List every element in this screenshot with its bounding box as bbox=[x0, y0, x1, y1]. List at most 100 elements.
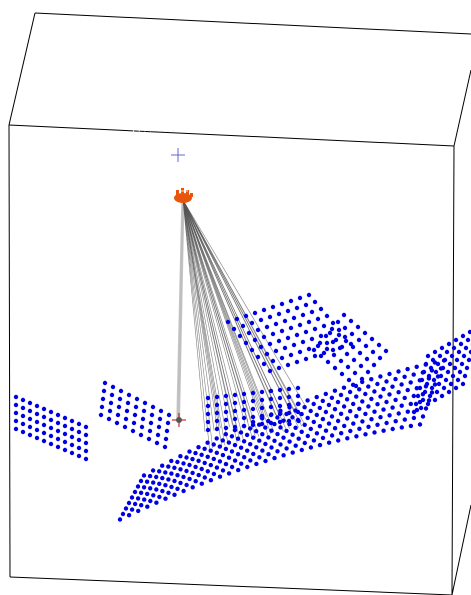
point bbox=[223, 446, 229, 452]
point bbox=[415, 393, 421, 399]
point bbox=[348, 428, 353, 434]
point bbox=[27, 416, 33, 422]
point bbox=[164, 428, 170, 434]
point bbox=[229, 434, 235, 439]
point bbox=[259, 397, 265, 403]
point bbox=[366, 424, 371, 429]
point bbox=[223, 401, 229, 407]
point bbox=[263, 458, 268, 464]
point bbox=[277, 403, 283, 409]
point bbox=[305, 398, 310, 403]
point bbox=[345, 364, 351, 370]
camera-cluster-icon bbox=[174, 188, 193, 203]
point bbox=[423, 406, 429, 411]
point bbox=[384, 379, 389, 384]
point bbox=[466, 357, 471, 363]
point bbox=[243, 313, 249, 319]
point bbox=[296, 436, 301, 441]
point bbox=[223, 409, 229, 415]
point bbox=[312, 299, 318, 305]
point bbox=[446, 389, 452, 395]
point bbox=[138, 490, 144, 495]
point bbox=[241, 415, 247, 421]
point bbox=[378, 415, 383, 420]
point bbox=[205, 395, 211, 401]
point bbox=[163, 496, 168, 501]
point bbox=[27, 400, 33, 406]
point bbox=[376, 342, 382, 348]
point bbox=[278, 442, 283, 447]
point bbox=[294, 332, 300, 338]
point bbox=[344, 397, 350, 402]
point bbox=[184, 468, 189, 474]
point bbox=[157, 469, 162, 474]
point bbox=[282, 318, 288, 324]
point bbox=[399, 403, 404, 408]
point bbox=[413, 401, 419, 407]
point bbox=[302, 422, 307, 427]
point bbox=[250, 419, 256, 425]
point bbox=[393, 397, 398, 403]
point bbox=[48, 417, 54, 423]
point bbox=[135, 484, 141, 489]
point bbox=[296, 418, 301, 424]
point bbox=[429, 368, 435, 373]
point bbox=[241, 423, 247, 429]
point bbox=[360, 419, 365, 424]
point bbox=[357, 350, 363, 356]
point bbox=[41, 430, 47, 436]
point bbox=[122, 424, 128, 430]
box-edge-right-bottom bbox=[451, 504, 471, 595]
point bbox=[205, 454, 210, 459]
point bbox=[330, 339, 336, 345]
point bbox=[267, 314, 273, 320]
point bbox=[261, 361, 267, 367]
point bbox=[255, 354, 261, 360]
point bbox=[453, 337, 459, 343]
point bbox=[190, 470, 195, 476]
point bbox=[120, 511, 126, 517]
point bbox=[338, 411, 344, 416]
point bbox=[208, 448, 213, 453]
point bbox=[375, 402, 380, 407]
ray bbox=[182, 199, 269, 436]
point bbox=[272, 421, 277, 427]
point bbox=[223, 417, 229, 423]
point bbox=[214, 410, 220, 416]
point bbox=[226, 455, 232, 460]
point bbox=[20, 429, 26, 435]
point bbox=[321, 350, 327, 356]
point bbox=[232, 458, 238, 463]
point bbox=[125, 400, 131, 406]
point bbox=[443, 377, 449, 383]
point bbox=[305, 415, 310, 421]
point bbox=[208, 478, 214, 483]
point bbox=[181, 474, 186, 480]
point bbox=[418, 405, 424, 411]
point bbox=[246, 330, 252, 336]
point bbox=[456, 349, 462, 355]
point bbox=[293, 443, 298, 448]
point bbox=[277, 395, 283, 401]
point bbox=[231, 326, 237, 332]
point bbox=[285, 335, 291, 341]
point bbox=[140, 416, 146, 422]
point bbox=[258, 317, 264, 323]
ray bbox=[182, 199, 206, 433]
point bbox=[286, 386, 292, 392]
point bbox=[269, 412, 274, 417]
point bbox=[69, 434, 75, 440]
point bbox=[431, 377, 437, 383]
point bbox=[293, 425, 298, 430]
point bbox=[41, 406, 47, 412]
point bbox=[260, 416, 265, 421]
point bbox=[275, 431, 280, 437]
point bbox=[272, 438, 277, 443]
point bbox=[157, 494, 162, 500]
point bbox=[166, 490, 171, 495]
point bbox=[347, 389, 353, 395]
point bbox=[248, 442, 253, 447]
point bbox=[291, 315, 297, 321]
point bbox=[370, 349, 376, 355]
